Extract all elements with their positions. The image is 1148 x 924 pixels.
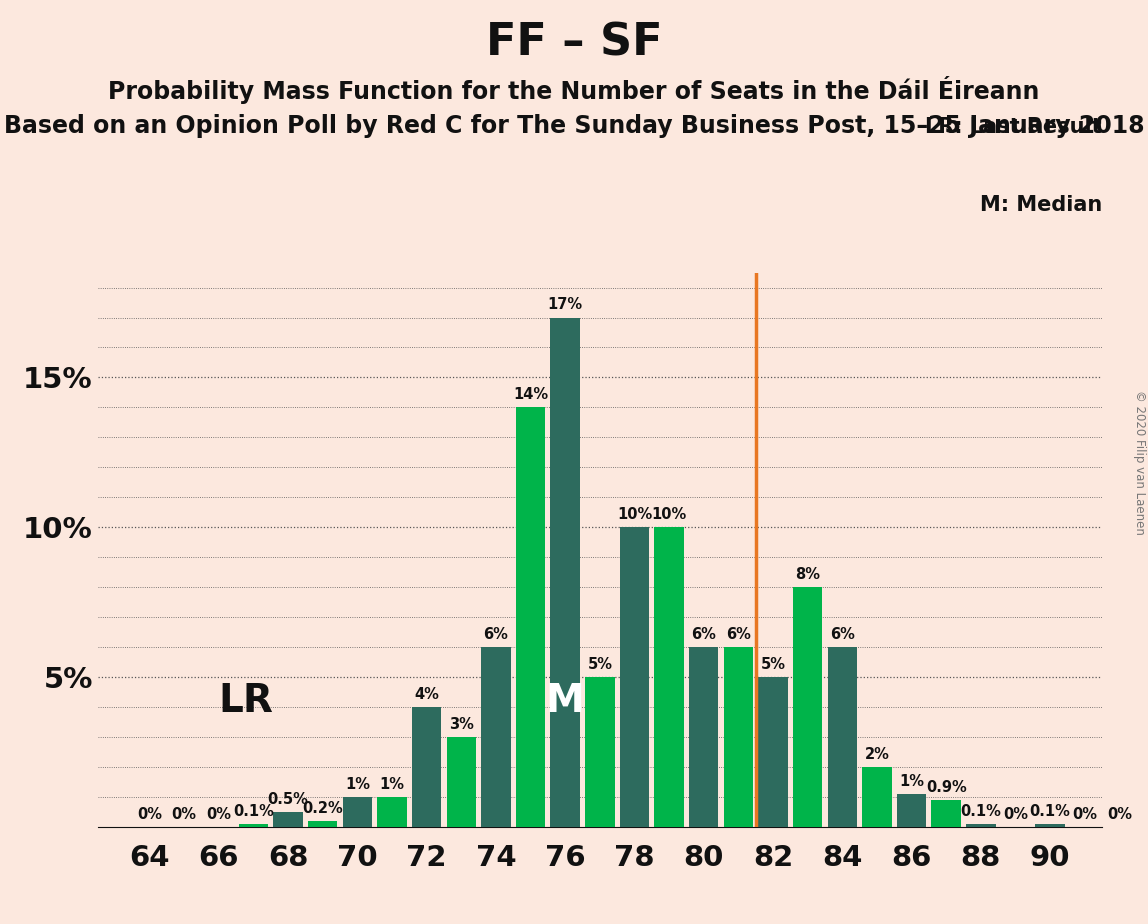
Bar (378, 797, 406, 827)
Bar (342, 797, 372, 827)
Text: M: M (545, 682, 584, 720)
Bar (447, 737, 476, 827)
Bar (897, 794, 926, 827)
Bar (689, 647, 719, 827)
Bar (862, 767, 892, 827)
Text: 0.1%: 0.1% (233, 804, 274, 819)
Bar (412, 707, 441, 827)
Bar (654, 528, 684, 827)
Text: 0.1%: 0.1% (1030, 804, 1071, 819)
Text: 5%: 5% (760, 657, 785, 672)
Bar (308, 821, 338, 827)
Bar (585, 677, 614, 827)
Bar (551, 318, 580, 827)
Text: FF – SF: FF – SF (486, 21, 662, 65)
Text: 1%: 1% (344, 776, 370, 792)
Bar (273, 812, 303, 827)
Bar (793, 588, 822, 827)
Text: LR: LR (219, 682, 273, 720)
Bar (620, 528, 649, 827)
Text: 6%: 6% (830, 626, 855, 642)
Bar (481, 647, 511, 827)
Text: 0%: 0% (207, 807, 231, 821)
Text: 5%: 5% (588, 657, 612, 672)
Bar (967, 824, 995, 827)
Bar (239, 824, 269, 827)
Text: 0%: 0% (1072, 807, 1097, 821)
Text: 0.5%: 0.5% (267, 792, 309, 807)
Text: 0%: 0% (137, 807, 162, 821)
Text: 0.1%: 0.1% (961, 804, 1001, 819)
Text: 10%: 10% (616, 507, 652, 522)
Text: 2%: 2% (864, 747, 890, 761)
Bar (723, 647, 753, 827)
Bar (1035, 824, 1065, 827)
Text: 0.2%: 0.2% (302, 800, 343, 816)
Text: LR: Last Result: LR: Last Result (925, 117, 1102, 138)
Text: 1%: 1% (899, 773, 924, 788)
Text: 8%: 8% (796, 566, 820, 582)
Text: 0%: 0% (1107, 807, 1132, 821)
Text: 6%: 6% (691, 626, 716, 642)
Text: 0%: 0% (1003, 807, 1027, 821)
Bar (759, 677, 788, 827)
Text: Based on an Opinion Poll by Red C for The Sunday Business Post, 15–25 January 20: Based on an Opinion Poll by Red C for Th… (3, 114, 1145, 138)
Bar (515, 407, 545, 827)
Text: 1%: 1% (380, 776, 404, 792)
Text: M: Median: M: Median (980, 195, 1102, 215)
Bar (931, 800, 961, 827)
Text: 6%: 6% (483, 626, 509, 642)
Text: 0.9%: 0.9% (925, 780, 967, 795)
Text: 17%: 17% (548, 298, 583, 312)
Text: 14%: 14% (513, 387, 548, 402)
Text: 3%: 3% (449, 717, 474, 732)
Text: Probability Mass Function for the Number of Seats in the Dáil Éireann: Probability Mass Function for the Number… (108, 76, 1040, 103)
Text: © 2020 Filip van Laenen: © 2020 Filip van Laenen (1133, 390, 1146, 534)
Text: 0%: 0% (172, 807, 196, 821)
Bar (828, 647, 858, 827)
Text: 10%: 10% (651, 507, 687, 522)
Text: 6%: 6% (726, 626, 751, 642)
Text: 4%: 4% (414, 687, 439, 701)
